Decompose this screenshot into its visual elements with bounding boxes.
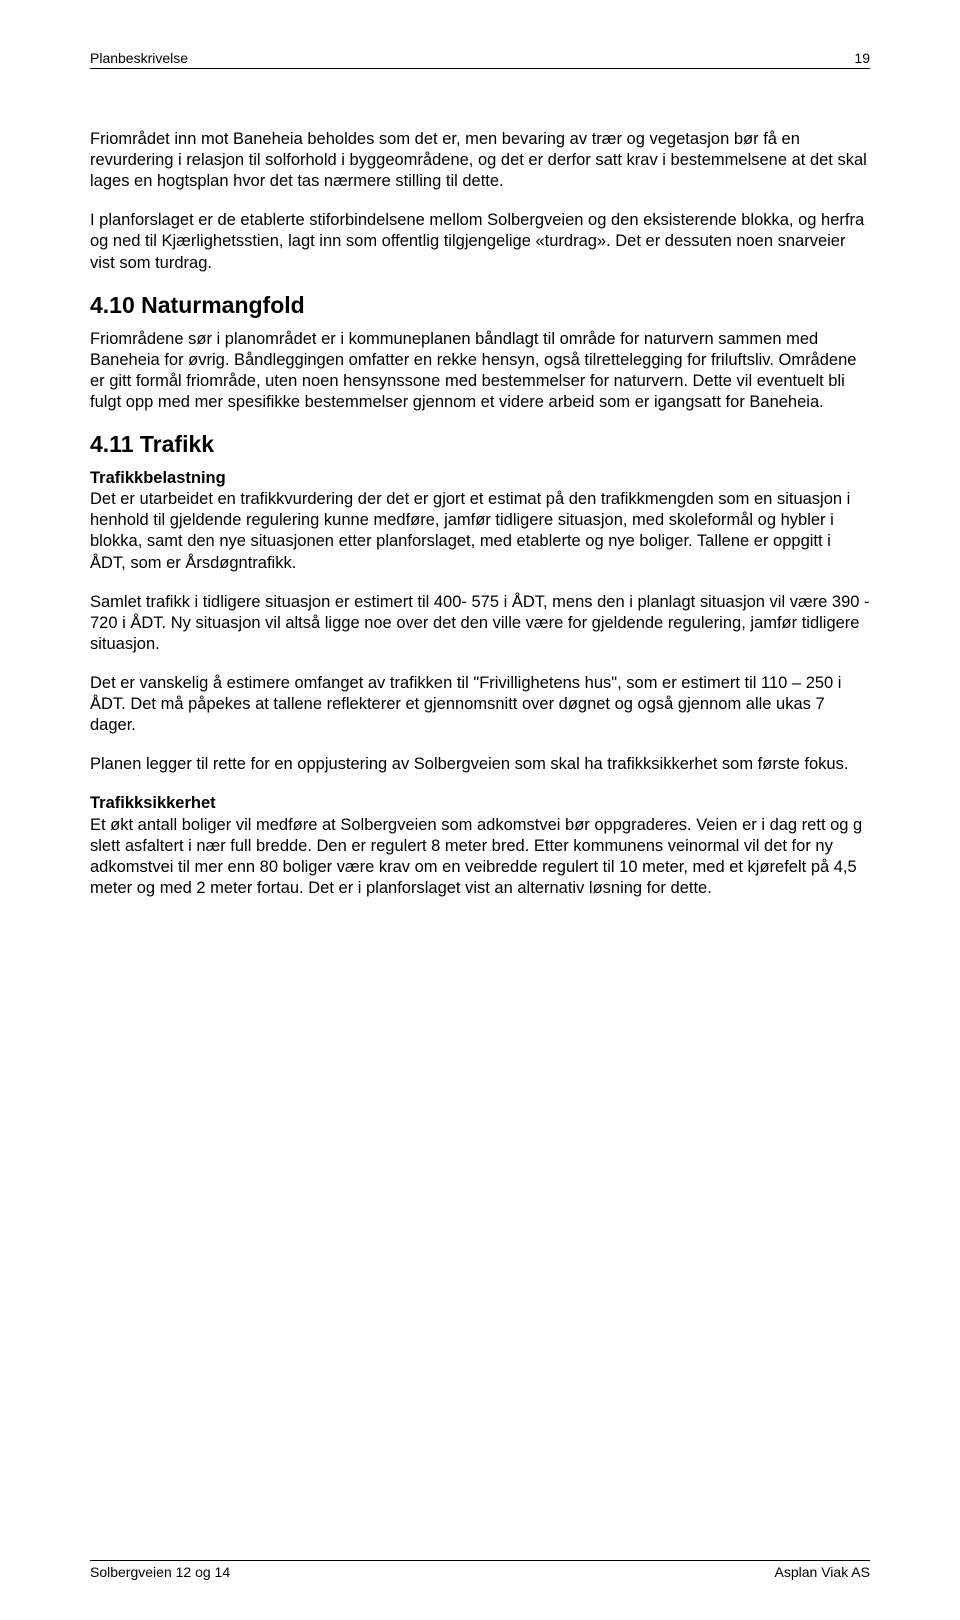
section-heading-4-11: 4.11 Trafikk (90, 431, 870, 458)
header: Planbeskrivelse 19 (90, 50, 870, 68)
footer-left: Solbergveien 12 og 14 (90, 1564, 230, 1580)
paragraph: Friområdene sør i planområdet er i kommu… (90, 329, 870, 413)
paragraph: Samlet trafikk i tidligere situasjon er … (90, 592, 870, 655)
footer-right: Asplan Viak AS (775, 1564, 870, 1580)
paragraph: Det er utarbeidet en trafikkvurdering de… (90, 490, 850, 571)
body: Friområdet inn mot Baneheia beholdes som… (90, 129, 870, 917)
footer: Solbergveien 12 og 14 Asplan Viak AS (90, 1561, 870, 1580)
page: Planbeskrivelse 19 Friområdet inn mot Ba… (0, 0, 960, 1620)
paragraph: I planforslaget er de etablerte stiforbi… (90, 210, 870, 273)
subheading-trafikkbelastning: Trafikkbelastning (90, 469, 226, 487)
paragraph: Friområdet inn mot Baneheia beholdes som… (90, 129, 870, 192)
header-left: Planbeskrivelse (90, 50, 188, 66)
subheading-trafikksikkerhet: Trafikksikkerhet (90, 794, 216, 812)
paragraph: Et økt antall boliger vil medføre at Sol… (90, 816, 862, 897)
footer-spacer (90, 917, 870, 1540)
section-heading-4-10: 4.10 Naturmangfold (90, 292, 870, 319)
paragraph: Planen legger til rette for en oppjuster… (90, 754, 870, 775)
header-page-number: 19 (854, 50, 870, 66)
header-rule (90, 68, 870, 69)
paragraph: Det er vanskelig å estimere omfanget av … (90, 673, 870, 736)
